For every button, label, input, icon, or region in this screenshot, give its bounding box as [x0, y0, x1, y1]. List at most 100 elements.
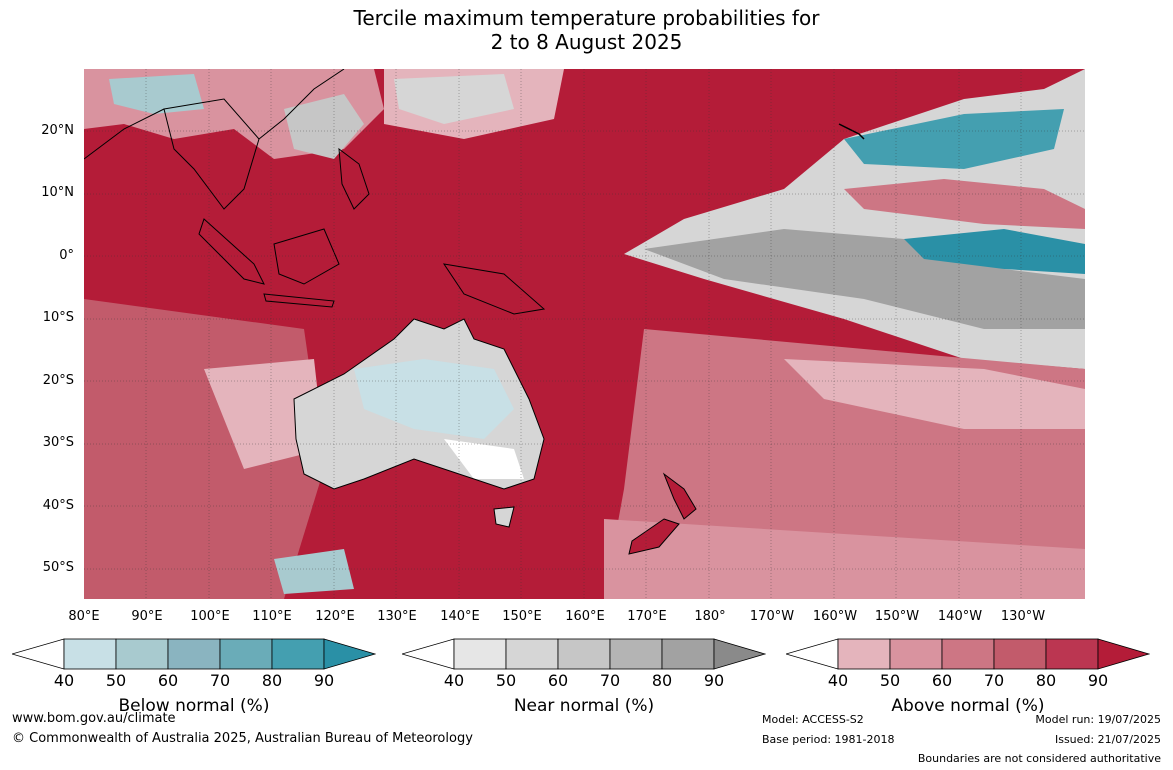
near-normal-title: Near normal (%) — [513, 696, 655, 716]
below-tick-50: 50 — [105, 671, 127, 690]
below-swatch-70-80 — [219, 638, 273, 670]
above-swatch-lower — [786, 638, 839, 670]
lon-label-160e: 160°E — [565, 609, 605, 624]
borneo — [273, 228, 340, 285]
asia-near-normal-region — [284, 94, 364, 159]
below-tick-90: 90 — [313, 671, 335, 690]
philippines — [338, 147, 370, 210]
near-tick-60: 60 — [547, 671, 569, 690]
new-zealand-south — [628, 518, 680, 555]
base-period: Base period: 1981-2018 — [762, 733, 895, 746]
north-pacific-below-normal-north — [844, 109, 1064, 169]
near-swatch-upper — [713, 638, 766, 670]
model-name: Model: ACCESS-S2 — [762, 713, 864, 726]
below-tick-40: 40 — [53, 671, 75, 690]
model-run-date: Model run: 19/07/2025 — [1035, 713, 1161, 726]
north-pacific-above-mix — [844, 179, 1085, 229]
below-swatch-40-50 — [63, 638, 117, 670]
lat-label-40s: 40°S — [42, 498, 74, 513]
below-tick-80: 80 — [261, 671, 283, 690]
lat-label-0: 0° — [59, 248, 74, 263]
indian-ocean-pale-patch — [204, 359, 324, 469]
new-guinea — [442, 263, 546, 315]
asia-below-normal-region — [109, 74, 204, 114]
title-line-2: 2 to 8 August 2025 — [490, 30, 683, 54]
copyright-text: © Commonwealth of Australia 2025, Austra… — [12, 731, 473, 746]
near-swatch-40-50 — [453, 638, 507, 670]
near-tick-90: 90 — [703, 671, 725, 690]
above-tick-40: 40 — [827, 671, 849, 690]
lon-label-140w: 140°W — [937, 609, 983, 624]
above-swatch-70-80 — [993, 638, 1047, 670]
new-zealand-north — [662, 472, 697, 520]
lat-label-20n: 20°N — [41, 123, 74, 138]
near-swatch-50-60 — [505, 638, 559, 670]
near-normal-colorbar — [402, 638, 766, 670]
lat-label-20s: 20°S — [42, 373, 74, 388]
lat-label-10n: 10°N — [41, 185, 74, 200]
above-tick-80: 80 — [1035, 671, 1057, 690]
near-swatch-lower — [402, 638, 455, 670]
hawaii — [838, 123, 865, 140]
lon-label-180: 180° — [694, 609, 726, 624]
above-swatch-60-70 — [941, 638, 995, 670]
south-pacific-pale-region — [784, 359, 1085, 429]
below-swatch-upper — [323, 638, 376, 670]
above-tick-90: 90 — [1087, 671, 1109, 690]
above-swatch-upper — [1097, 638, 1150, 670]
above-swatch-40-50 — [837, 638, 891, 670]
equatorial-below-normal — [904, 229, 1085, 274]
lon-label-130e: 130°E — [377, 609, 417, 624]
lon-label-110e: 110°E — [252, 609, 292, 624]
asia-coast — [84, 69, 345, 160]
above-swatch-50-60 — [889, 638, 943, 670]
issued-date: Issued: 21/07/2025 — [1054, 733, 1161, 746]
below-normal-title: Below normal (%) — [118, 696, 270, 716]
lon-label-170w: 170°W — [749, 609, 795, 624]
lon-label-140e: 140°E — [440, 609, 480, 624]
title-line-1: Tercile maximum temperature probabilitie… — [353, 6, 820, 30]
lon-label-150e: 150°E — [502, 609, 542, 624]
below-swatch-60-70 — [167, 638, 221, 670]
lon-label-100e: 100°E — [190, 609, 230, 624]
probability-map — [84, 69, 1085, 599]
indochina — [163, 98, 260, 210]
north-pacific-gray-band — [644, 229, 1085, 329]
asia-near-normal-patch — [394, 74, 514, 124]
above-swatch-80-90 — [1045, 638, 1099, 670]
australia-white-area — [444, 439, 524, 479]
near-tick-50: 50 — [495, 671, 517, 690]
above-normal-title: Above normal (%) — [891, 696, 1045, 716]
lon-label-150w: 150°W — [874, 609, 920, 624]
near-swatch-70-80 — [609, 638, 663, 670]
above-tick-70: 70 — [983, 671, 1005, 690]
lon-label-120e: 120°E — [315, 609, 355, 624]
below-tick-70: 70 — [209, 671, 231, 690]
below-swatch-80-90 — [271, 638, 325, 670]
lon-label-80e: 80°E — [68, 609, 100, 624]
above-tick-50: 50 — [879, 671, 901, 690]
near-tick-70: 70 — [599, 671, 621, 690]
lon-label-130w: 130°W — [1000, 609, 1046, 624]
lat-label-50s: 50°S — [42, 560, 74, 575]
lat-label-30s: 30°S — [42, 435, 74, 450]
lon-label-160w: 160°W — [812, 609, 858, 624]
sumatra — [198, 218, 265, 285]
below-normal-colorbar — [12, 638, 376, 670]
south-ocean-pale-strip — [604, 519, 1085, 599]
lon-label-170e: 170°E — [627, 609, 667, 624]
bom-url-link[interactable]: www.bom.gov.au/climate — [12, 711, 176, 726]
australia-below-normal — [354, 359, 514, 439]
lon-label-90e: 90°E — [131, 609, 163, 624]
near-swatch-80-90 — [661, 638, 715, 670]
near-tick-40: 40 — [443, 671, 465, 690]
below-swatch-lower — [12, 638, 65, 670]
map-gridlines — [84, 69, 1085, 599]
lat-label-10s: 10°S — [42, 310, 74, 325]
java — [263, 293, 335, 308]
near-tick-80: 80 — [651, 671, 673, 690]
near-swatch-60-70 — [557, 638, 611, 670]
chart-title: Tercile maximum temperature probabilitie… — [0, 6, 1173, 54]
boundaries-disclaimer: Boundaries are not considered authoritat… — [917, 752, 1161, 765]
below-swatch-50-60 — [115, 638, 169, 670]
